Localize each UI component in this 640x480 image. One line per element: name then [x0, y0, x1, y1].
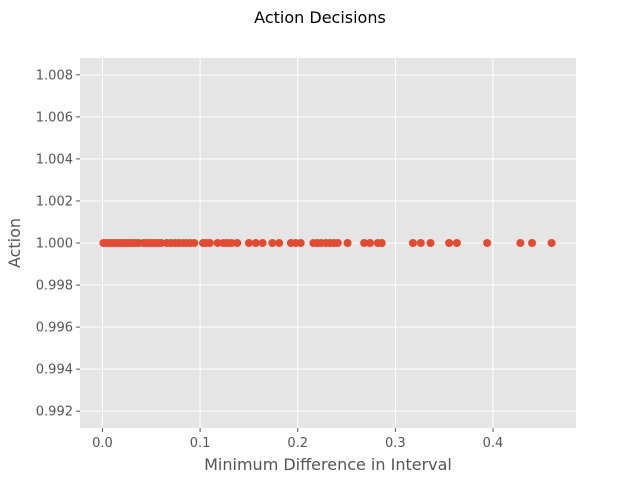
y-tick-label: 0.992 [36, 405, 73, 420]
ticks-layer: 0.0 0.1 0.2 0.3 0.4 0.992 0.994 0.996 0.998 1.000… [36, 68, 504, 451]
y-tick-label: 0.994 [36, 363, 73, 378]
y-axis-label: Action [5, 218, 24, 268]
data-point [360, 239, 369, 247]
data-point [190, 239, 199, 247]
data-point [258, 239, 267, 247]
y-tick-label: 1.004 [36, 152, 73, 167]
x-tick-label: 0.4 [483, 436, 504, 451]
data-point [483, 239, 492, 247]
data-point [408, 239, 417, 247]
data-point [205, 239, 214, 247]
data-point [343, 239, 352, 247]
x-axis-label: Minimum Difference in Interval [204, 455, 452, 474]
data-point [227, 239, 236, 247]
x-tick-label: 0.1 [190, 436, 211, 451]
y-tick-label: 0.998 [36, 279, 73, 294]
y-tick-label: 0.996 [36, 321, 73, 336]
y-tick-label: 1.002 [36, 194, 73, 209]
y-tick-label: 1.006 [36, 110, 73, 125]
x-tick-label: 0.0 [92, 436, 113, 451]
data-point [157, 239, 166, 247]
data-point [333, 239, 342, 247]
data-point [275, 239, 284, 247]
data-point [268, 239, 277, 247]
data-point [365, 239, 374, 247]
y-tick-label: 1.008 [36, 68, 73, 83]
x-tick-label: 0.2 [287, 436, 308, 451]
data-point [213, 239, 222, 247]
data-point [244, 239, 253, 247]
data-point [516, 239, 525, 247]
data-point [445, 239, 454, 247]
data-point [416, 239, 425, 247]
data-point [547, 239, 556, 247]
data-point [377, 239, 386, 247]
data-point [426, 239, 435, 247]
chart-title: Action Decisions [254, 8, 386, 27]
data-point [233, 239, 242, 247]
data-point [528, 239, 537, 247]
points-layer [99, 239, 556, 247]
data-point [452, 239, 461, 247]
x-tick-label: 0.3 [385, 436, 406, 451]
data-point [251, 239, 260, 247]
data-point [296, 239, 305, 247]
y-tick-label: 1.000 [36, 237, 73, 252]
